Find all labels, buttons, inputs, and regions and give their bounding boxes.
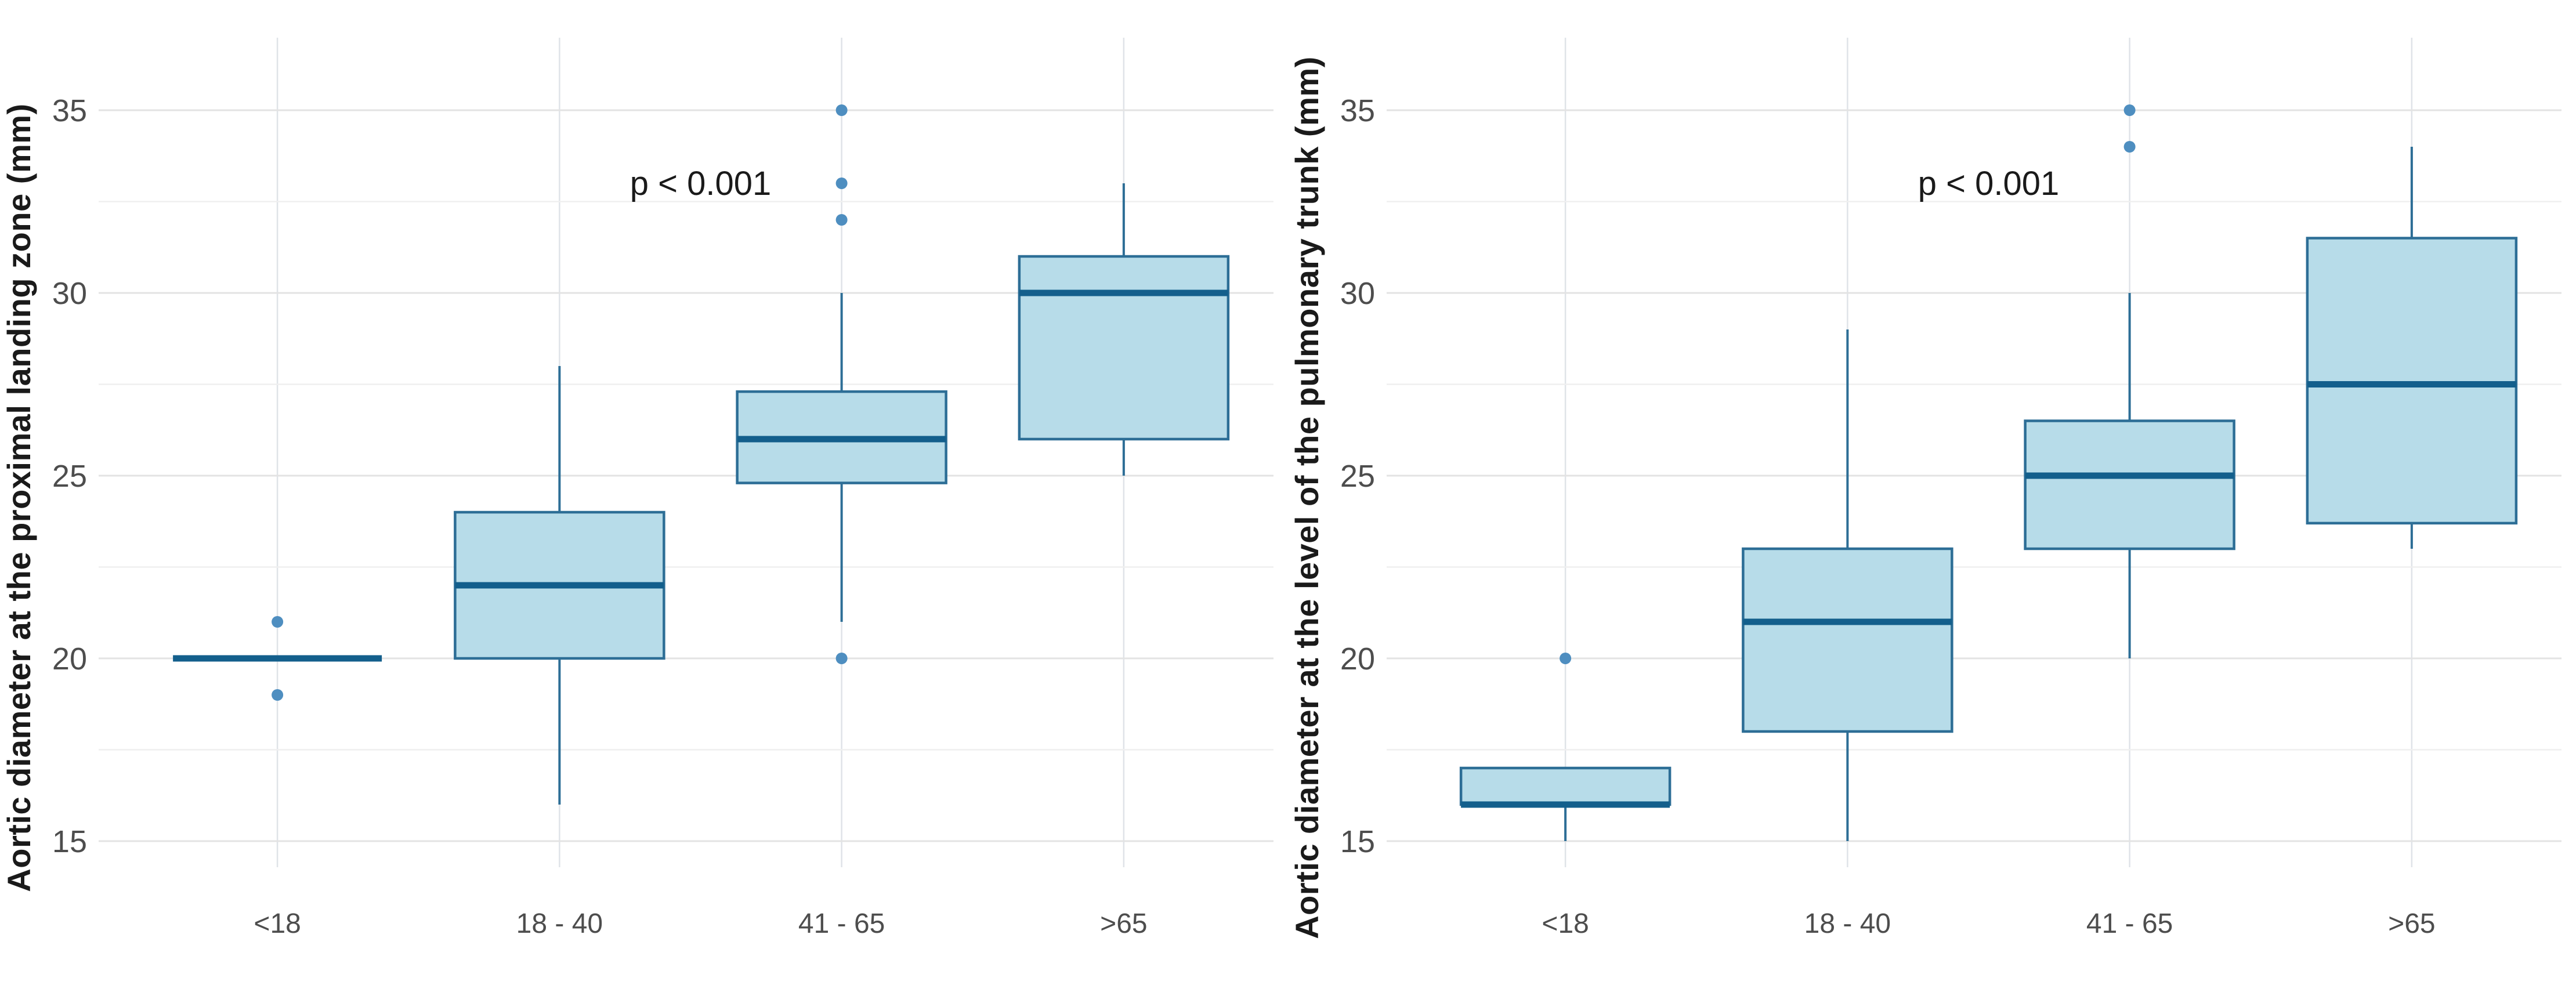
y-axis-title: Aortic diameter at the proximal landing …	[1, 103, 37, 892]
y-tick-label: 35	[1340, 93, 1375, 128]
y-tick-label: 30	[1340, 276, 1375, 311]
axis-layer: 15 20 25 30 35 <18 18 - 40 41 - 65 >65	[52, 93, 1148, 939]
iqr-box	[2306, 237, 2518, 525]
box-group	[173, 616, 382, 701]
p-value-annotation: p < 0.001	[1918, 165, 2060, 202]
x-category-label: 41 - 65	[798, 908, 885, 939]
x-category-label: 41 - 65	[2086, 908, 2173, 939]
y-tick-label: 35	[52, 93, 87, 128]
x-category-label: >65	[2388, 908, 2435, 939]
outlier-point	[835, 214, 848, 226]
data-layer	[173, 104, 1230, 805]
iqr-box	[1742, 547, 1953, 733]
x-category-label: 18 - 40	[516, 908, 603, 939]
y-tick-label: 15	[52, 824, 87, 859]
y-tick-label: 25	[1340, 459, 1375, 494]
iqr-box	[1018, 255, 1230, 441]
outlier-point	[1560, 653, 1572, 664]
y-tick-label: 15	[1340, 824, 1375, 859]
outlier-point	[835, 178, 848, 189]
data-layer	[1459, 104, 2518, 841]
grid-layer	[99, 38, 1273, 867]
box-group	[2306, 147, 2518, 549]
outlier-point	[835, 104, 848, 116]
x-category-label: >65	[1100, 908, 1147, 939]
y-axis-title: Aortic diameter at the level of the pulm…	[1289, 56, 1325, 939]
y-tick-label: 25	[52, 459, 87, 494]
y-tick-label: 20	[52, 642, 87, 676]
panel-proximal-landing-zone: 15 20 25 30 35 <18 18 - 40 41 - 65 >65 Aortic di…	[1, 38, 1273, 939]
outlier-point	[835, 653, 848, 664]
outlier-point	[272, 616, 284, 628]
panel-pulmonary-trunk: 15 20 25 30 35 <18 18 - 40 41 - 65 >65 Aortic di…	[1288, 0, 2576, 996]
box-group	[2024, 104, 2235, 658]
box-group	[736, 104, 947, 664]
boxplot-chart-pulmonary-trunk: 15 20 25 30 35 <18 18 - 40 41 - 65 >65 Aortic di…	[1289, 38, 2561, 939]
boxplot-chart-proximal-landing-zone: 15 20 25 30 35 <18 18 - 40 41 - 65 >65 Aortic di…	[1, 38, 1273, 939]
axis-layer: 15 20 25 30 35 <18 18 - 40 41 - 65 >65	[1340, 93, 2436, 939]
outlier-point	[2123, 141, 2136, 153]
iqr-box	[1459, 766, 1671, 806]
p-value-annotation: p < 0.001	[630, 165, 772, 202]
box-group	[1018, 183, 1230, 476]
x-category-label: <18	[1542, 908, 1589, 939]
iqr-box	[2024, 419, 2235, 550]
outlier-point	[2123, 104, 2136, 116]
y-tick-label: 20	[1340, 642, 1375, 676]
y-tick-label: 30	[52, 276, 87, 311]
x-category-label: <18	[254, 908, 301, 939]
box-group	[1459, 653, 1671, 841]
box-group	[454, 366, 665, 805]
outlier-point	[272, 689, 284, 701]
box-group	[1742, 329, 1953, 841]
x-category-label: 18 - 40	[1804, 908, 1891, 939]
